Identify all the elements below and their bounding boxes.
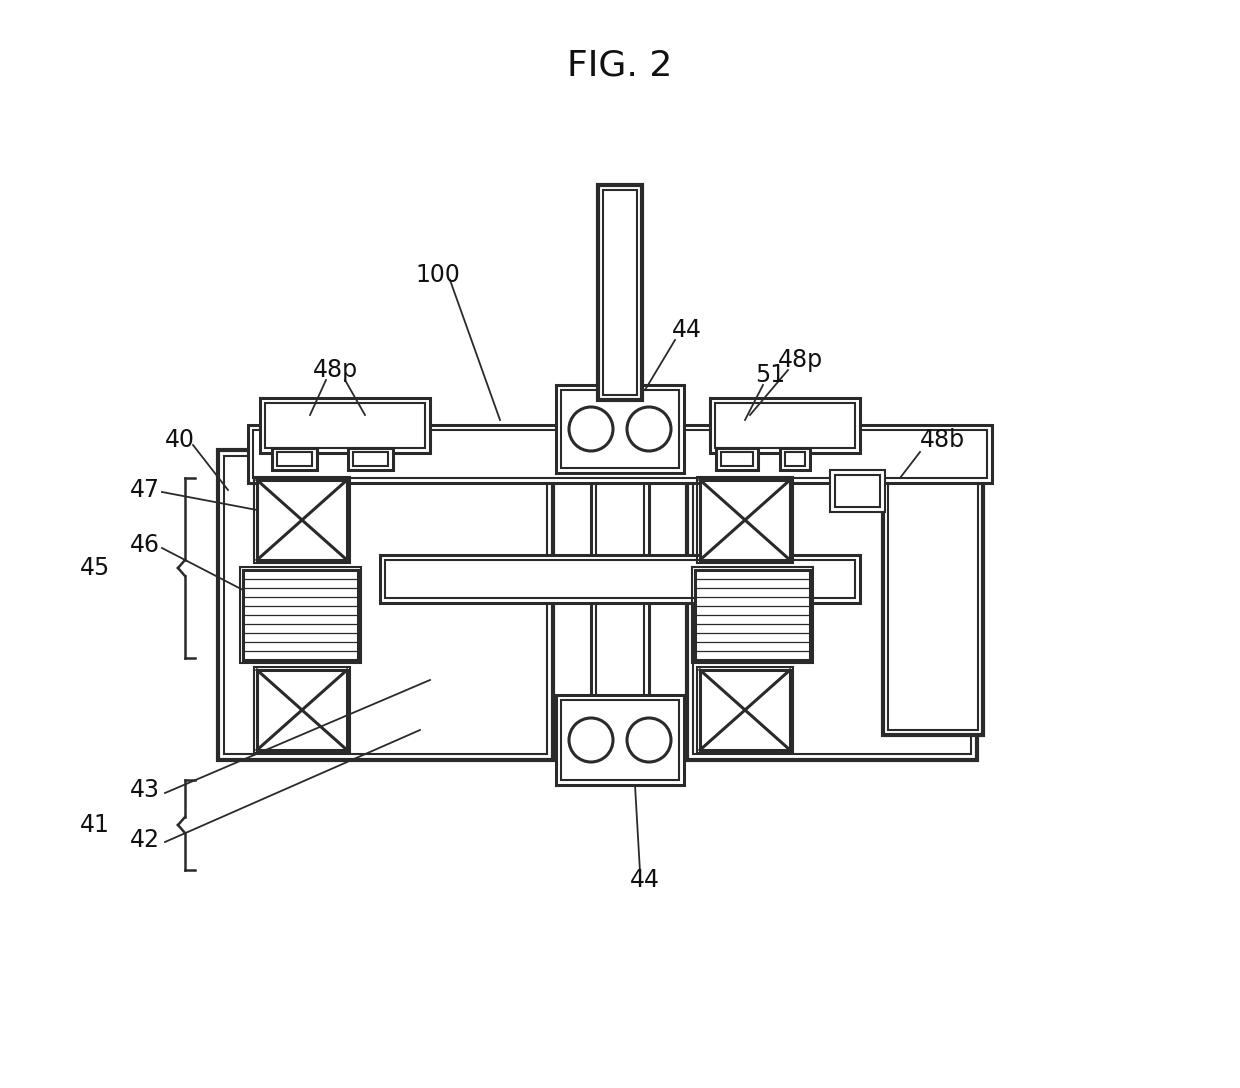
Text: 44: 44 bbox=[630, 868, 660, 892]
Bar bbox=[692, 567, 813, 663]
Text: 43: 43 bbox=[130, 778, 160, 802]
Bar bbox=[711, 398, 861, 453]
Bar bbox=[353, 452, 388, 466]
Bar bbox=[348, 448, 393, 470]
Bar bbox=[257, 480, 347, 560]
Bar bbox=[701, 480, 790, 560]
Bar bbox=[603, 190, 637, 395]
Bar bbox=[379, 555, 861, 603]
Bar bbox=[720, 452, 753, 466]
Bar bbox=[260, 398, 430, 453]
Bar bbox=[556, 695, 684, 786]
Text: 48p: 48p bbox=[312, 358, 358, 382]
Text: 100: 100 bbox=[415, 263, 460, 287]
Circle shape bbox=[569, 718, 613, 762]
Bar bbox=[697, 667, 794, 753]
Bar bbox=[243, 570, 358, 660]
Bar bbox=[598, 185, 642, 400]
Text: 44: 44 bbox=[672, 318, 702, 342]
Bar bbox=[248, 425, 992, 483]
Bar bbox=[830, 470, 885, 512]
Text: 48b: 48b bbox=[920, 428, 965, 452]
Bar bbox=[715, 403, 856, 448]
Text: 46: 46 bbox=[130, 533, 160, 557]
Bar bbox=[556, 385, 684, 473]
Text: 48p: 48p bbox=[777, 348, 823, 372]
Bar bbox=[560, 700, 680, 780]
Bar bbox=[785, 452, 805, 466]
Bar bbox=[218, 450, 553, 761]
Bar bbox=[384, 560, 856, 598]
Bar bbox=[883, 470, 983, 735]
Bar bbox=[241, 567, 361, 663]
Bar bbox=[701, 670, 790, 750]
Bar bbox=[888, 475, 978, 730]
Bar bbox=[257, 670, 347, 750]
Text: 42: 42 bbox=[130, 828, 160, 852]
Bar bbox=[596, 405, 644, 770]
Text: 40: 40 bbox=[165, 428, 195, 452]
Circle shape bbox=[627, 407, 671, 452]
Text: 47: 47 bbox=[130, 478, 160, 502]
Bar bbox=[224, 456, 547, 754]
Bar bbox=[254, 667, 350, 753]
Circle shape bbox=[569, 407, 613, 452]
Bar bbox=[780, 448, 810, 470]
Bar bbox=[277, 452, 312, 466]
Bar bbox=[835, 475, 880, 507]
Text: 45: 45 bbox=[81, 556, 110, 580]
Bar bbox=[265, 403, 425, 448]
Bar bbox=[715, 448, 758, 470]
Text: 51: 51 bbox=[755, 363, 785, 387]
Bar bbox=[253, 430, 987, 478]
Bar bbox=[254, 477, 350, 562]
Bar bbox=[697, 477, 794, 562]
Bar bbox=[591, 400, 649, 775]
Bar bbox=[693, 456, 971, 754]
Bar bbox=[694, 570, 810, 660]
Bar bbox=[560, 390, 680, 468]
Bar bbox=[687, 450, 977, 761]
Bar bbox=[272, 448, 317, 470]
Text: 41: 41 bbox=[81, 813, 110, 837]
Text: FIG. 2: FIG. 2 bbox=[568, 48, 672, 82]
Circle shape bbox=[627, 718, 671, 762]
